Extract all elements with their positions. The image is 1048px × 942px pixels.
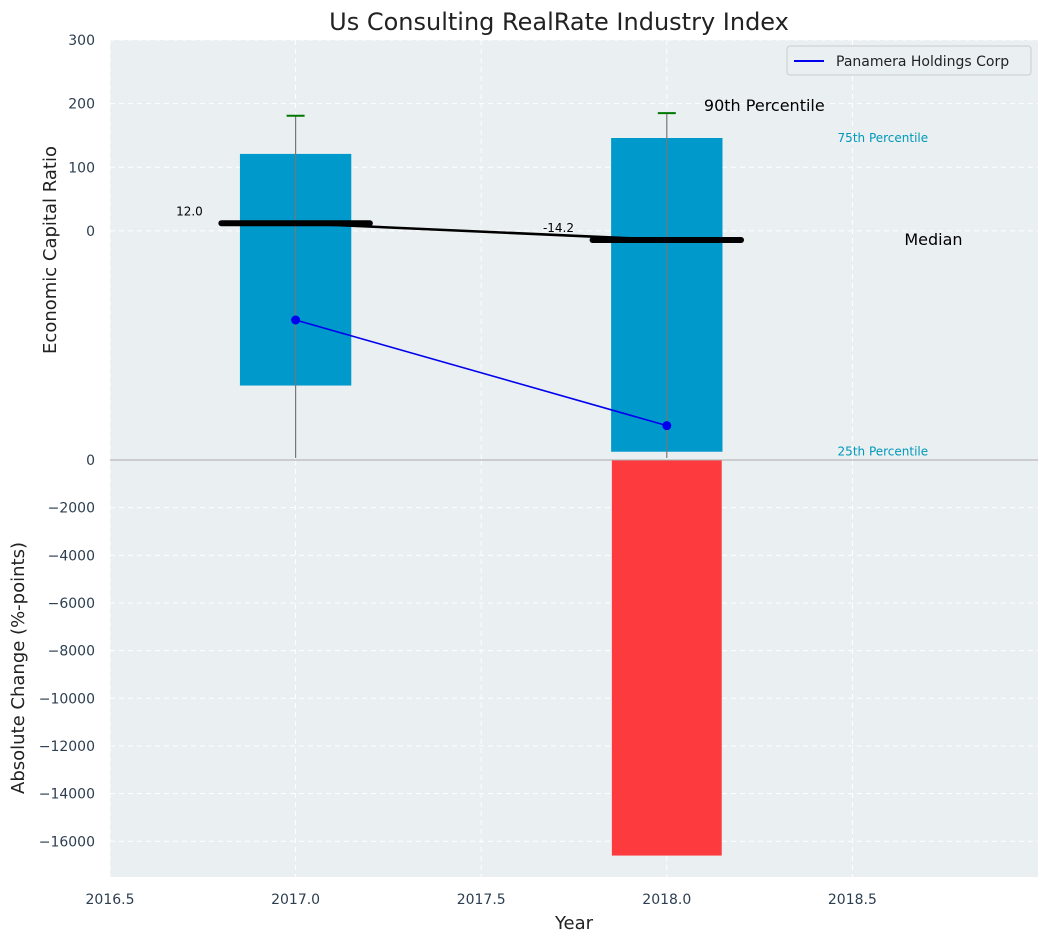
legend: Panamera Holdings Corp <box>786 45 1032 76</box>
p75-annotation: 75th Percentile <box>838 131 929 145</box>
bottom-y-tick-label: −8000 <box>48 644 95 660</box>
x-tick-label: 2017.0 <box>271 892 320 908</box>
bottom-y-tick-label: −14000 <box>39 787 95 803</box>
top-y-tick-label: 100 <box>68 160 95 176</box>
bottom-panel: 0 −2000 −4000 −6000 −8000 −10000 −12000 −14000 −… <box>8 453 1038 877</box>
top-y-ticks: 0 100 200 300 <box>68 33 95 240</box>
p90-annotation: 90th Percentile <box>704 96 825 115</box>
median-value-label: -14.2 <box>543 221 574 235</box>
x-tick-label: 2018.5 <box>828 892 877 908</box>
median-value-label: 12.0 <box>176 204 203 218</box>
x-tick-label: 2016.5 <box>86 892 135 908</box>
company-series-point <box>662 421 672 431</box>
bottom-y-tick-label: −4000 <box>48 548 95 564</box>
bottom-y-ticks: 0 −2000 −4000 −6000 −8000 −10000 −12000 −14000 −… <box>39 453 95 850</box>
bottom-y-tick-label: −2000 <box>48 501 95 517</box>
p25-annotation: 25th Percentile <box>838 445 929 459</box>
company-series-point <box>291 315 301 325</box>
top-panel: 12.0 -14.2 0 100 200 300 90th Percentile 75th… <box>40 33 1038 460</box>
top-y-tick-label: 200 <box>68 97 95 113</box>
top-whiskers <box>286 112 676 458</box>
bottom-y-tick-label: −12000 <box>39 739 95 755</box>
bottom-y-tick-label: −16000 <box>39 834 95 850</box>
median-annotation: Median <box>904 230 962 249</box>
bottom-y-tick-label: −10000 <box>39 691 95 707</box>
bottom-y-tick-label: 0 <box>86 453 95 469</box>
bottom-plot-background <box>110 460 1038 877</box>
x-tick-label: 2017.5 <box>457 892 506 908</box>
legend-box <box>786 45 1032 76</box>
top-y-axis-label: Economic Capital Ratio <box>40 146 61 354</box>
bottom-y-axis-label: Absolute Change (%-points) <box>8 542 29 794</box>
top-median-marks: 12.0 -14.2 <box>176 204 745 243</box>
chart-title: Us Consulting RealRate Industry Index <box>329 8 789 36</box>
legend-label: Panamera Holdings Corp <box>836 54 1009 70</box>
top-annotations: 90th Percentile 75th Percentile Median 25th… <box>704 96 963 459</box>
x-axis-label: Year <box>554 913 594 934</box>
top-y-tick-label: 300 <box>68 33 95 49</box>
x-ticks: 2016.5 2017.0 2017.5 2018.0 2018.5 <box>86 892 877 908</box>
bottom-bars <box>611 460 722 856</box>
bottom-y-tick-label: −6000 <box>48 596 95 612</box>
top-company-series <box>291 315 672 431</box>
top-y-tick-label: 0 <box>86 224 95 240</box>
company-series-line <box>295 319 668 427</box>
x-tick-label: 2018.0 <box>642 892 691 908</box>
change-bar <box>611 460 722 856</box>
